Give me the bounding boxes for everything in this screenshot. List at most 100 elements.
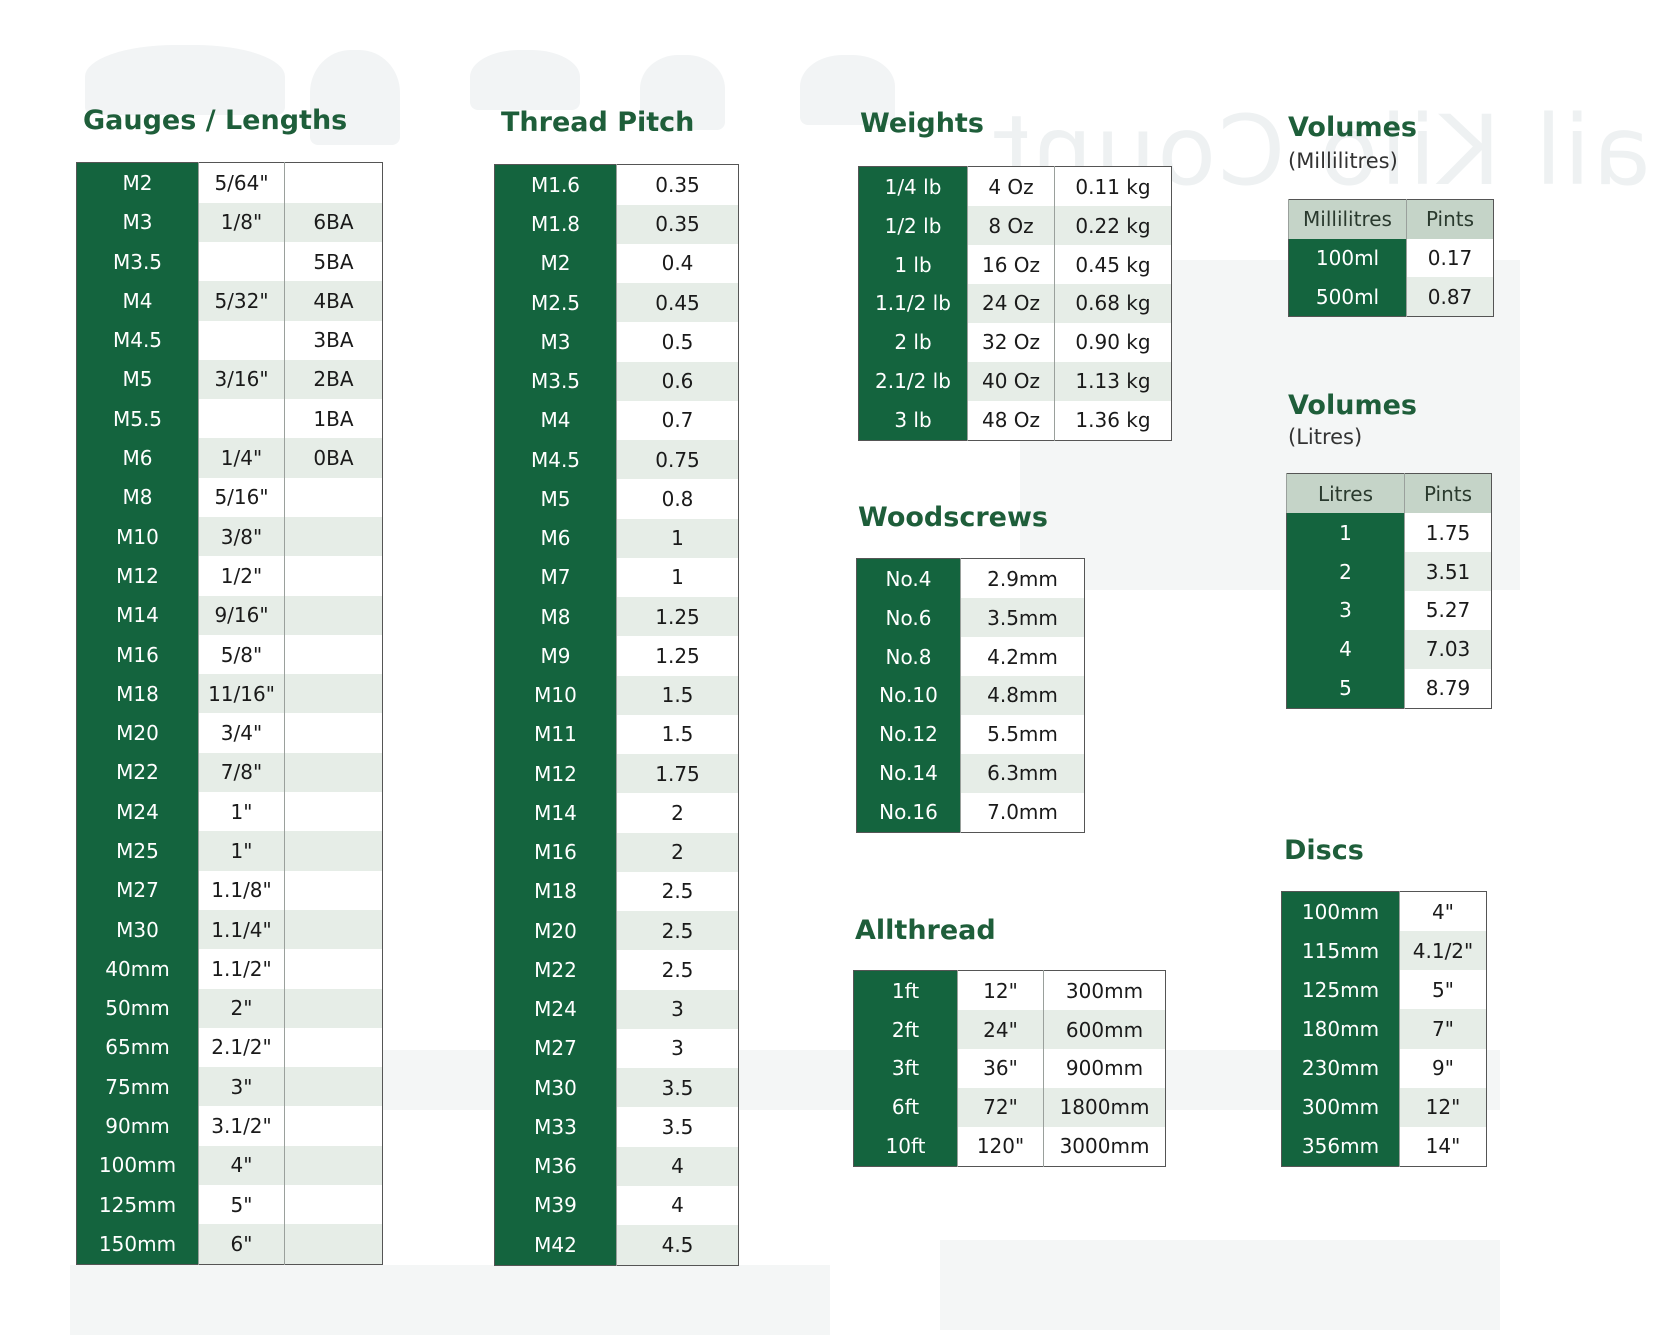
row-key-cell: M42 — [494, 1225, 617, 1266]
value-cell: 9" — [1399, 1048, 1487, 1088]
volumes-l-rows: Litres Pints 1 1.75 2 3.51 3 5.27 4 7.03 5 8.79 — [1286, 473, 1492, 709]
value-cell — [284, 1106, 383, 1146]
row-key-cell: M39 — [494, 1185, 617, 1226]
row-key-cell: 230mm — [1281, 1048, 1400, 1088]
table-row: 1/2 lb 8 Oz 0.22 kg — [858, 206, 1172, 246]
value-cell: 24" — [957, 1010, 1044, 1050]
row-key-cell: No.10 — [856, 676, 961, 715]
value-cell: 7" — [1399, 1009, 1487, 1049]
value-cell: 4.8mm — [960, 676, 1085, 715]
row-key-cell: 2ft — [853, 1010, 958, 1050]
table-row: 100ml 0.17 — [1288, 238, 1494, 278]
value-cell: 3BA — [284, 320, 383, 360]
value-cell: 12" — [957, 970, 1044, 1011]
row-key-cell: 2 lb — [858, 322, 968, 362]
row-key-cell: M9 — [494, 636, 617, 676]
value-cell: 3.5mm — [960, 598, 1085, 638]
table-row: No.8 4.2mm — [856, 637, 1085, 677]
value-cell: 4" — [198, 1145, 285, 1186]
table-row: 75mm 3" — [76, 1067, 383, 1107]
row-key-cell: 10ft — [853, 1126, 958, 1167]
row-key-cell: M7 — [494, 557, 617, 598]
value-cell: 1 — [616, 557, 739, 598]
row-key-cell: 5 — [1286, 668, 1405, 709]
value-cell: 1.1/8" — [198, 870, 285, 910]
row-key-cell: M10 — [76, 516, 199, 557]
table-row: M2 5/64" — [76, 162, 383, 203]
value-cell: 6BA — [284, 202, 383, 242]
row-key-cell: M22 — [494, 950, 617, 990]
value-cell — [284, 752, 383, 793]
value-cell: 0BA — [284, 438, 383, 478]
table-row: M25 1" — [76, 831, 383, 871]
value-cell: 4.5 — [616, 1225, 739, 1266]
value-cell: 7.0mm — [960, 792, 1085, 833]
woodscrews-table: No.4 2.9mm No.6 3.5mm No.8 4.2mm No.10 4.8mm No.… — [856, 558, 1085, 833]
row-key-cell: M27 — [76, 870, 199, 910]
row-key-cell: 75mm — [76, 1067, 199, 1107]
value-cell: 32 Oz — [967, 322, 1055, 362]
table-row: 150mm 6" — [76, 1224, 383, 1265]
row-key-cell: M20 — [76, 713, 199, 753]
row-key-cell: 1ft — [853, 970, 958, 1011]
row-key-cell: M3.5 — [76, 241, 199, 282]
row-key-cell: 180mm — [1281, 1009, 1400, 1049]
bg-nail-shape — [470, 50, 580, 110]
value-cell: 3" — [198, 1067, 285, 1107]
table-row: M16 5/8" — [76, 634, 383, 675]
value-cell: 4.2mm — [960, 637, 1085, 677]
value-cell: 1/4" — [198, 438, 285, 478]
row-key-cell: No.4 — [856, 558, 961, 599]
discs-rows: 100mm 4" 115mm 4.1/2" 125mm 5" 180mm 7" 230mm 9" 3… — [1281, 891, 1487, 1167]
value-cell: 5/32" — [198, 281, 285, 321]
value-cell: 2 — [616, 832, 739, 872]
table-row: 1 lb 16 Oz 0.45 kg — [858, 245, 1172, 285]
value-cell: 3/4" — [198, 713, 285, 753]
value-cell: 1.1/4" — [198, 909, 285, 950]
table-row: 6ft 72" 1800mm — [853, 1087, 1166, 1127]
table-row: M20 2.5 — [494, 911, 739, 951]
table-row: M39 4 — [494, 1185, 739, 1226]
table-row: M1.6 0.35 — [494, 164, 739, 205]
value-cell: 2.1/2" — [198, 1027, 285, 1068]
value-cell — [284, 949, 383, 989]
value-cell: 1.5 — [616, 714, 739, 755]
volumes-ml-title: Volumes — [1288, 112, 1417, 143]
value-cell: 7/8" — [198, 752, 285, 793]
table-row: M12 1/2" — [76, 556, 383, 596]
row-key-cell: No.8 — [856, 637, 961, 677]
value-cell: 11/16" — [198, 674, 285, 714]
discs-table: 100mm 4" 115mm 4.1/2" 125mm 5" 180mm 7" 230mm 9" 3… — [1281, 891, 1487, 1167]
table-row: M11 1.5 — [494, 714, 739, 755]
row-key-cell: M5 — [494, 479, 617, 519]
row-key-cell: M30 — [494, 1068, 617, 1108]
value-cell: 2.5 — [616, 871, 739, 912]
row-key-cell: M4.5 — [76, 320, 199, 360]
value-cell: 1 — [616, 518, 739, 558]
table-row: M6 1 — [494, 518, 739, 558]
column-header: Millilitres — [1288, 199, 1407, 239]
weights-rows: 1/4 lb 4 Oz 0.11 kg 1/2 lb 8 Oz 0.22 kg 1 lb 16… — [858, 166, 1172, 441]
row-key-cell: 40mm — [76, 949, 199, 989]
table-row: 65mm 2.1/2" — [76, 1027, 383, 1068]
table-row: M22 7/8" — [76, 752, 383, 793]
value-cell: 1800mm — [1043, 1087, 1166, 1127]
table-row: No.6 3.5mm — [856, 598, 1085, 638]
value-cell: 5/64" — [198, 162, 285, 203]
row-key-cell: 100mm — [1281, 891, 1400, 932]
weights-table: 1/4 lb 4 Oz 0.11 kg 1/2 lb 8 Oz 0.22 kg 1 lb 16… — [858, 166, 1172, 441]
bg-nail-shape — [85, 45, 285, 115]
table-row: M9 1.25 — [494, 636, 739, 676]
row-key-cell: 6ft — [853, 1087, 958, 1127]
value-cell — [284, 162, 383, 203]
row-key-cell: M4.5 — [494, 440, 617, 480]
value-cell: 2 — [616, 793, 739, 833]
row-key-cell: 3 lb — [858, 400, 968, 441]
table-row: M10 1.5 — [494, 675, 739, 715]
row-key-cell: M1.8 — [494, 204, 617, 244]
value-cell: 3.5 — [616, 1068, 739, 1108]
value-cell: 6" — [198, 1224, 285, 1265]
table-row: M5 0.8 — [494, 479, 739, 519]
table-row: M3 1/8" 6BA — [76, 202, 383, 242]
value-cell — [284, 595, 383, 635]
